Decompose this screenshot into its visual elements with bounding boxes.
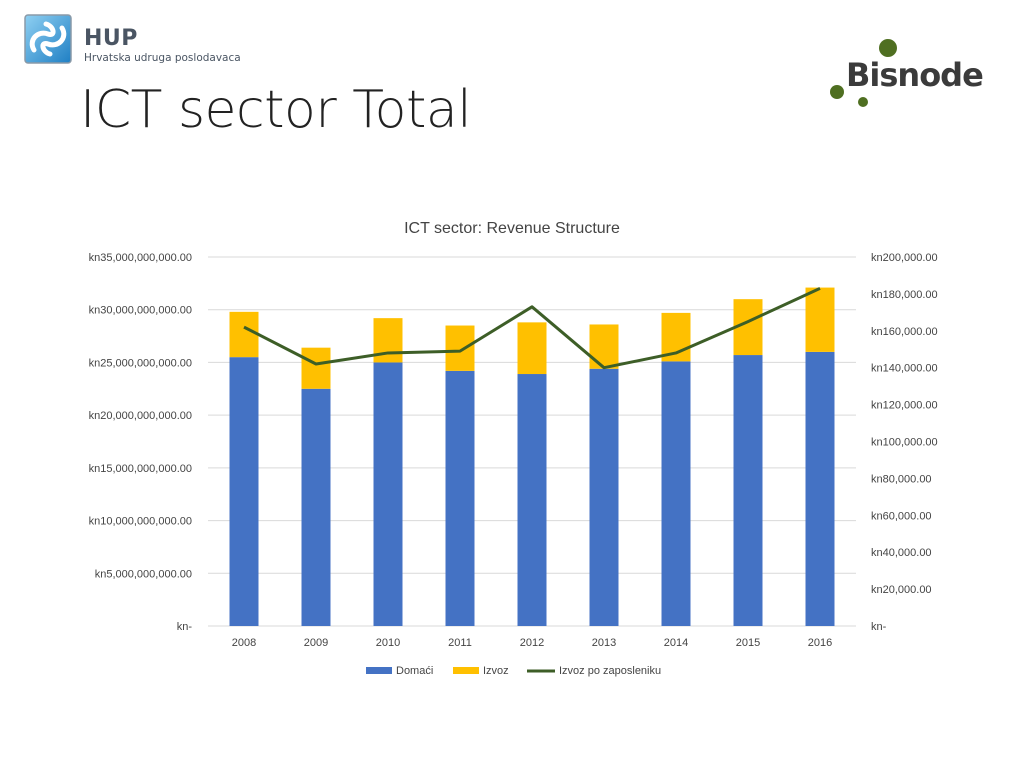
right-tick-label: kn200,000.00 [871,252,938,264]
line-izvoz-po-zaposleniku [243,287,821,370]
x-axis: 2008 2009 2010 2011 2012 2013 2014 2015 2016 [232,637,832,649]
legend-swatch-izvoz [453,667,479,674]
left-tick-label: kn35,000,000,000.00 [89,252,192,264]
bar-izvoz [589,324,619,369]
bisnode-logo: Bisnode [826,36,1002,112]
bars [229,287,835,626]
bar-izvoz [445,325,475,371]
right-axis: kn-kn20,000.00 kn40,000.00 kn60,000.00 kn80… [871,252,938,633]
left-tick-label: kn10,000,000,000.00 [89,516,192,528]
page-title: ICT sector Total [80,80,472,140]
legend-label-line: Izvoz po zaposleniku [559,665,661,677]
right-tick-label: kn140,000.00 [871,363,938,375]
x-tick-label: 2010 [376,637,400,649]
bar-izvoz [805,287,835,352]
bar-domaci [805,351,835,626]
chart-title: ICT sector: Revenue Structure [404,220,620,237]
bar-domaci [733,355,763,626]
left-axis: kn-kn5,000,000,000.00 kn10,000,000,000.00… [89,252,193,633]
right-tick-label: kn80,000.00 [871,473,932,485]
bar-domaci [661,361,691,626]
x-tick-label: 2014 [664,637,688,649]
right-tick-label: kn120,000.00 [871,400,938,412]
bisnode-logo-text: Bisnode [846,56,983,94]
hup-logo-subtitle: Hrvatska udruga poslodavaca [84,52,241,64]
x-tick-label: 2009 [304,637,328,649]
x-tick-label: 2016 [808,637,832,649]
left-tick-label: kn25,000,000,000.00 [89,357,192,369]
left-tick-label: kn- [177,621,193,633]
right-tick-label: kn160,000.00 [871,326,938,338]
right-tick-label: kn100,000.00 [871,437,938,449]
bar-domaci [373,362,403,626]
right-tick-label: kn180,000.00 [871,289,938,301]
bar-domaci [445,370,475,626]
x-tick-label: 2015 [736,637,760,649]
left-tick-label: kn30,000,000,000.00 [89,305,192,317]
x-tick-label: 2008 [232,637,256,649]
legend-label-domaci: Domaći [396,665,433,677]
x-tick-label: 2012 [520,637,544,649]
left-tick-label: kn15,000,000,000.00 [89,463,192,475]
x-tick-label: 2011 [448,637,472,649]
line-series [243,287,821,370]
right-tick-label: kn20,000.00 [871,584,932,596]
left-tick-label: kn20,000,000,000.00 [89,410,192,422]
legend: Domaći Izvoz Izvoz po zaposleniku [366,665,661,677]
left-tick-label: kn5,000,000,000.00 [95,568,192,580]
bar-izvoz [301,347,331,389]
bar-domaci [301,388,331,626]
hup-logo-name: HUP [84,26,138,51]
legend-label-izvoz: Izvoz [483,665,509,677]
hup-logo-icon [24,14,72,64]
right-tick-label: kn60,000.00 [871,510,932,522]
right-tick-label: kn40,000.00 [871,547,932,559]
x-tick-label: 2013 [592,637,616,649]
bar-domaci [229,357,259,626]
bar-izvoz [517,322,547,375]
bar-domaci [589,368,619,626]
bar-domaci [517,374,547,626]
bar-izvoz [229,311,259,358]
legend-swatch-domaci [366,667,392,674]
right-tick-label: kn- [871,621,887,633]
